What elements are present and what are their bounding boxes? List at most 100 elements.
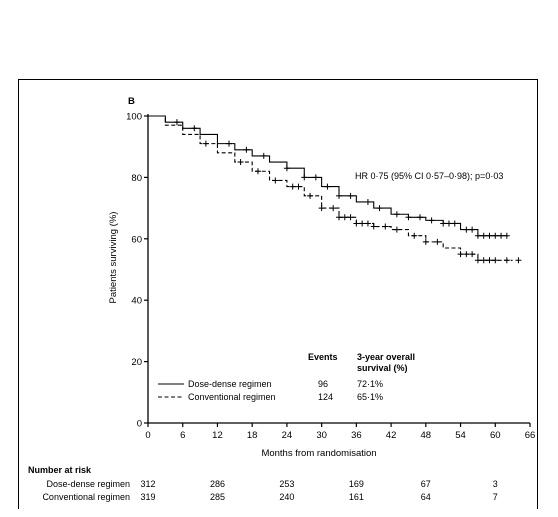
censor-mark <box>417 214 424 221</box>
y-tick-label: 40 <box>131 296 142 307</box>
censor-mark <box>480 232 487 239</box>
legend-series-name: Conventional regimen <box>188 392 276 402</box>
censor-mark <box>463 251 470 258</box>
censor-mark <box>330 205 337 212</box>
censor-mark <box>503 257 510 264</box>
censor-mark <box>237 159 244 166</box>
censor-mark <box>272 177 279 184</box>
censor-mark <box>393 211 400 218</box>
censor-mark <box>260 152 267 159</box>
censor-mark <box>515 257 522 264</box>
censor-mark <box>364 198 371 205</box>
legend-events-value: 96 <box>318 379 328 389</box>
x-tick-label: 24 <box>282 430 293 441</box>
censor-mark <box>486 257 493 264</box>
y-tick-label: 80 <box>131 173 142 184</box>
censor-mark <box>463 226 470 233</box>
at-risk-value: 169 <box>349 479 364 489</box>
at-risk-value: 253 <box>279 479 294 489</box>
x-tick-label: 36 <box>351 430 362 441</box>
censor-mark <box>191 125 198 132</box>
y-tick-label: 0 <box>137 419 142 430</box>
hr-annotation: HR 0·75 (95% CI 0·57–0·98); p=0·03 <box>355 171 503 181</box>
censor-mark <box>503 232 510 239</box>
at-risk-value: 285 <box>210 492 225 502</box>
at-risk-row-label: Dose-dense regimen <box>46 479 130 489</box>
y-axis-label: Patients surviving (%) <box>108 212 119 304</box>
at-risk-value: 319 <box>140 492 155 502</box>
censor-mark <box>434 238 441 245</box>
censor-mark <box>289 183 296 190</box>
censor-mark <box>359 220 366 227</box>
at-risk-value: 64 <box>421 492 431 502</box>
figure-frame <box>18 79 538 509</box>
censor-mark <box>474 257 481 264</box>
censor-mark <box>202 140 209 147</box>
censor-mark <box>347 214 354 221</box>
number-at-risk-title: Number at risk <box>28 465 92 475</box>
x-tick-label: 66 <box>525 430 536 441</box>
x-tick-label: 48 <box>421 430 432 441</box>
legend-survival-value: 65·1% <box>357 392 383 402</box>
x-axis-label: Months from randomisation <box>261 448 376 459</box>
censor-mark <box>480 257 487 264</box>
censor-mark <box>173 119 180 126</box>
censor-mark <box>451 220 458 227</box>
censor-mark <box>254 168 261 175</box>
censor-mark <box>312 174 319 181</box>
x-tick-label: 60 <box>490 430 501 441</box>
censor-mark <box>226 140 233 147</box>
y-tick-label: 60 <box>131 234 142 245</box>
censor-mark <box>347 192 354 199</box>
x-tick-label: 54 <box>455 430 466 441</box>
censor-mark <box>336 192 342 199</box>
censor-mark <box>393 226 400 233</box>
x-tick-label: 30 <box>316 430 327 441</box>
at-risk-value: 286 <box>210 479 225 489</box>
at-risk-value: 161 <box>349 492 364 502</box>
censor-mark <box>457 251 464 258</box>
censor-mark <box>382 223 389 230</box>
censor-mark <box>324 183 331 190</box>
censor-mark <box>492 257 499 264</box>
censor-mark <box>364 220 371 227</box>
censor-mark <box>295 183 302 190</box>
at-risk-value: 7 <box>493 492 498 502</box>
legend-events-value: 124 <box>318 392 333 402</box>
censor-mark <box>474 232 481 239</box>
censor-mark <box>405 214 412 221</box>
legend-survival-header-2: survival (%) <box>357 363 408 373</box>
at-risk-value: 3 <box>493 479 498 489</box>
at-risk-value: 67 <box>421 479 431 489</box>
legend-events-header: Events <box>308 352 338 362</box>
censor-mark <box>341 214 348 221</box>
censor-mark <box>283 165 290 172</box>
at-risk-value: 312 <box>140 479 155 489</box>
survival-curve-conventional <box>148 115 513 261</box>
censor-mark <box>469 226 476 233</box>
y-tick-label: 100 <box>126 112 142 123</box>
censor-mark <box>318 205 325 212</box>
legend-series-name: Dose-dense regimen <box>188 379 272 389</box>
censor-mark <box>498 232 505 239</box>
censor-mark <box>336 214 342 221</box>
panel-label: B <box>128 96 135 107</box>
censor-mark <box>469 251 476 258</box>
censor-mark <box>411 232 418 239</box>
at-risk-row-label: Conventional regimen <box>42 492 130 502</box>
legend-survival-header-1: 3-year overall <box>357 352 415 362</box>
censor-mark <box>445 220 452 227</box>
x-tick-label: 6 <box>180 430 185 441</box>
legend-survival-value: 72·1% <box>357 379 383 389</box>
censor-mark <box>376 205 383 212</box>
x-tick-label: 12 <box>212 430 223 441</box>
censor-mark <box>307 192 314 199</box>
y-tick-label: 20 <box>131 357 142 368</box>
censor-mark <box>492 232 499 239</box>
censor-mark <box>422 238 429 245</box>
x-tick-label: 0 <box>145 430 150 441</box>
censor-mark <box>370 223 377 230</box>
censor-mark <box>243 146 250 153</box>
at-risk-value: 240 <box>279 492 294 502</box>
